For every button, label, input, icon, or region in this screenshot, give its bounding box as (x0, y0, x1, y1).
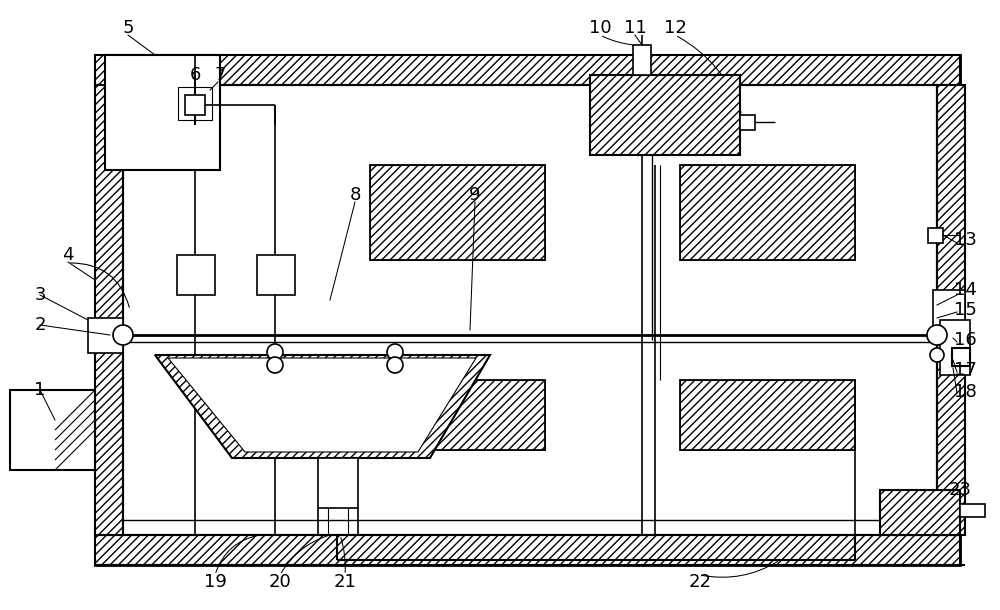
Text: 2: 2 (34, 316, 46, 334)
Circle shape (387, 344, 403, 360)
Text: 5: 5 (122, 19, 134, 37)
Text: 12: 12 (664, 19, 686, 37)
Bar (590, 75, 740, 155)
Circle shape (930, 348, 944, 362)
Text: 22: 22 (688, 573, 712, 591)
Bar (95, 85, 123, 535)
Bar (940, 320, 970, 375)
Text: 17: 17 (954, 361, 976, 379)
Polygon shape (155, 355, 490, 458)
Bar (177, 255, 215, 295)
Bar (952, 348, 970, 366)
Bar (88, 318, 123, 353)
Bar (680, 165, 855, 260)
Text: 11: 11 (624, 19, 646, 37)
Bar (933, 290, 965, 335)
Text: 23: 23 (948, 481, 972, 499)
Text: 18: 18 (954, 383, 976, 401)
Bar (370, 380, 545, 450)
Circle shape (113, 325, 133, 345)
Circle shape (267, 357, 283, 373)
Bar (95, 55, 960, 85)
Circle shape (267, 344, 283, 360)
Circle shape (927, 325, 947, 345)
Bar (937, 85, 965, 535)
Text: 13: 13 (954, 231, 976, 249)
Bar (680, 380, 855, 450)
Bar (680, 380, 855, 450)
Bar (880, 490, 960, 535)
Bar (95, 85, 123, 535)
Bar (633, 45, 651, 75)
Text: 15: 15 (954, 301, 976, 319)
Bar (95, 535, 960, 565)
Bar (318, 458, 358, 508)
Text: 3: 3 (34, 286, 46, 304)
Bar (95, 55, 960, 85)
Text: 19: 19 (204, 573, 226, 591)
Bar (185, 95, 205, 115)
Bar (257, 255, 295, 295)
Bar (95, 535, 960, 565)
Text: 8: 8 (349, 186, 361, 204)
Bar (178, 87, 212, 120)
Text: 1: 1 (34, 381, 46, 399)
Text: 14: 14 (954, 281, 976, 299)
Bar (960, 504, 985, 517)
Text: 7: 7 (214, 66, 226, 84)
Bar (370, 165, 545, 260)
Bar (10, 390, 95, 470)
Text: 21: 21 (334, 573, 356, 591)
Bar (880, 490, 960, 535)
Bar (590, 75, 740, 155)
Text: 16: 16 (954, 331, 976, 349)
Bar (105, 55, 220, 170)
Bar (370, 380, 545, 450)
Text: 6: 6 (189, 66, 201, 84)
Bar (928, 228, 943, 243)
Text: 9: 9 (469, 186, 481, 204)
Bar (95, 55, 960, 565)
Text: 4: 4 (62, 246, 74, 264)
Text: 10: 10 (589, 19, 611, 37)
Polygon shape (168, 358, 476, 452)
Text: 20: 20 (269, 573, 291, 591)
Bar (937, 85, 965, 535)
Bar (680, 165, 855, 260)
Circle shape (387, 357, 403, 373)
Bar (370, 165, 545, 260)
Bar (740, 115, 755, 130)
